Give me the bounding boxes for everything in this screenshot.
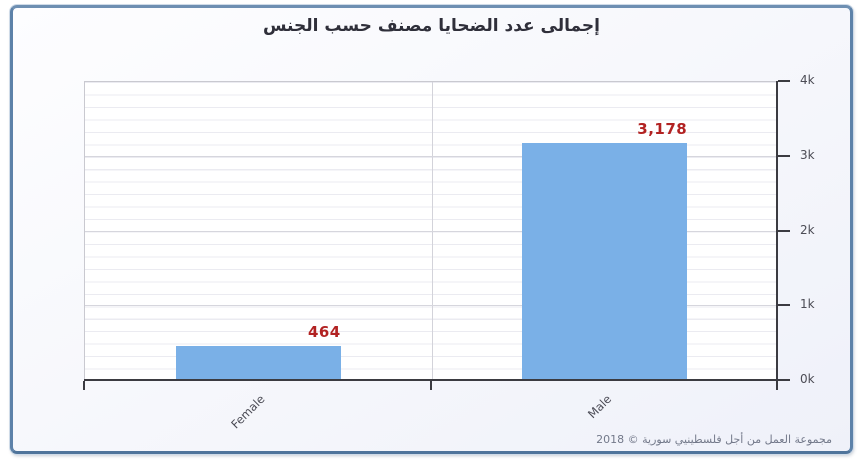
y-axis-tick [778, 379, 790, 381]
y-axis-tick [778, 304, 790, 307]
y-axis-tick-label: 2k [800, 222, 815, 237]
copyright-footer: مجموعة العمل من أجل فلسطينيي سورية © 201… [596, 433, 832, 446]
x-axis-label-male: Male [584, 392, 614, 422]
bar-value-label: 3,178 [637, 120, 688, 139]
major-gridline [85, 230, 778, 232]
chart-frame: إجمالى عدد الضحايا مصنف حسب الجنس 464 3,1… [10, 5, 853, 454]
x-axis-label-female: Female [227, 392, 268, 432]
y-axis-tick [778, 229, 790, 232]
y-axis-line [776, 81, 778, 390]
bar-female[interactable] [175, 346, 341, 381]
plot-area: 464 3,178 [84, 81, 778, 381]
bar-value-label: 464 [307, 323, 341, 342]
chart-title: إجمالى عدد الضحايا مصنف حسب الجنس [263, 16, 600, 36]
x-axis-tick [83, 381, 85, 390]
y-axis-tick [778, 154, 790, 157]
major-gridline [85, 155, 778, 157]
x-axis-line [84, 379, 790, 381]
x-axis-tick [776, 381, 778, 390]
y-axis-tick-label: 0k [800, 372, 815, 386]
category-separator-gridline [431, 82, 433, 381]
bar-male[interactable] [522, 143, 688, 381]
y-axis-tick-label: 1k [800, 297, 815, 312]
y-axis-tick-label: 4k [800, 73, 815, 87]
x-axis-tick [429, 381, 432, 390]
major-gridline [85, 305, 778, 307]
y-axis-tick [778, 80, 790, 82]
y-axis-tick-label: 3k [800, 147, 815, 162]
